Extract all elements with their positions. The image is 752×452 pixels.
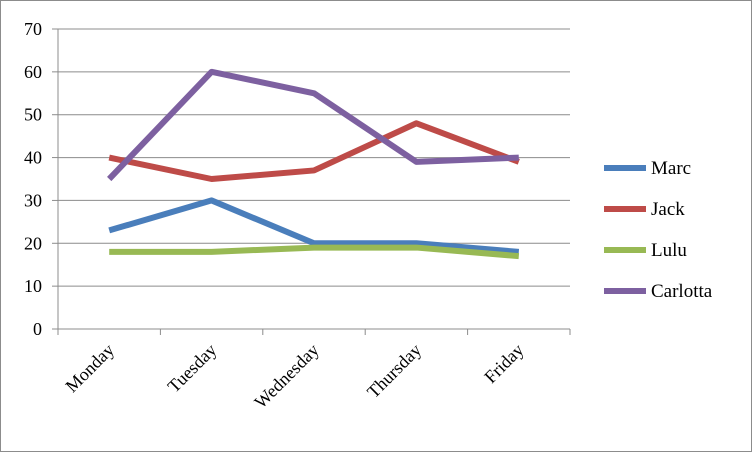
- y-tick-label: 70: [24, 19, 42, 39]
- legend-label: Marc: [651, 158, 691, 179]
- x-tick-label: Wednesday: [250, 340, 323, 413]
- x-tick-label: Monday: [61, 340, 118, 397]
- legend-label: Lulu: [651, 240, 687, 261]
- x-tick-label: Thursday: [363, 340, 425, 402]
- y-tick-label: 50: [24, 105, 42, 125]
- y-tick-label: 30: [24, 190, 42, 210]
- y-tick-label: 40: [24, 148, 42, 168]
- y-tick-label: 10: [24, 276, 42, 296]
- x-tick-label: Tuesday: [164, 340, 221, 397]
- series-line-lulu: [109, 244, 520, 260]
- series-line-marc: [108, 197, 520, 255]
- series-line-carlotta: [107, 68, 519, 182]
- y-tick-label: 20: [24, 233, 42, 253]
- legend-label: Carlotta: [651, 281, 713, 302]
- x-tick-label: Friday: [480, 340, 527, 387]
- y-tick-label: 0: [33, 319, 42, 339]
- series-line-jack: [108, 120, 520, 182]
- y-tick-label: 60: [24, 62, 42, 82]
- legend-label: Jack: [651, 199, 685, 220]
